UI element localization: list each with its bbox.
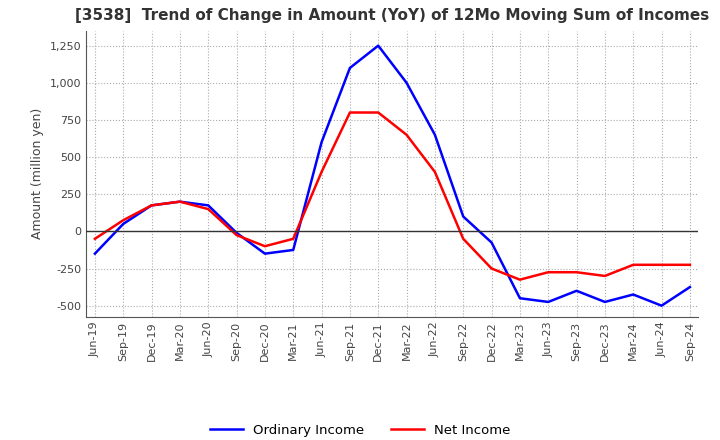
Net Income (289, 236, 297, 242)
Ordinary Income (572, 288, 581, 293)
Net Income (91, 236, 99, 242)
Ordinary Income (233, 230, 241, 235)
Net Income (516, 277, 524, 282)
Ordinary Income (204, 203, 212, 208)
Net Income (346, 110, 354, 115)
Ordinary Income (544, 299, 552, 304)
Net Income (629, 262, 637, 268)
Ordinary Income (119, 221, 127, 227)
Net Income (402, 132, 411, 137)
Ordinary Income (629, 292, 637, 297)
Net Income (685, 262, 694, 268)
Net Income (318, 169, 326, 175)
Ordinary Income (685, 284, 694, 290)
Ordinary Income (148, 203, 156, 208)
Net Income (374, 110, 382, 115)
Ordinary Income (374, 43, 382, 48)
Net Income (487, 266, 496, 271)
Net Income (204, 206, 212, 212)
Line: Net Income: Net Income (95, 113, 690, 280)
Net Income (176, 199, 184, 204)
Ordinary Income (91, 251, 99, 256)
Net Income (657, 262, 666, 268)
Legend: Ordinary Income, Net Income: Ordinary Income, Net Income (204, 418, 516, 440)
Net Income (600, 273, 609, 279)
Ordinary Income (402, 80, 411, 85)
Ordinary Income (176, 199, 184, 204)
Net Income (431, 169, 439, 175)
Net Income (148, 203, 156, 208)
Net Income (261, 244, 269, 249)
Net Income (233, 232, 241, 238)
Ordinary Income (600, 299, 609, 304)
Ordinary Income (318, 139, 326, 145)
Ordinary Income (487, 240, 496, 245)
Title: [3538]  Trend of Change in Amount (YoY) of 12Mo Moving Sum of Incomes: [3538] Trend of Change in Amount (YoY) o… (76, 7, 709, 23)
Net Income (119, 218, 127, 223)
Ordinary Income (289, 247, 297, 253)
Net Income (544, 270, 552, 275)
Ordinary Income (261, 251, 269, 256)
Y-axis label: Amount (million yen): Amount (million yen) (32, 108, 45, 239)
Ordinary Income (516, 296, 524, 301)
Ordinary Income (459, 214, 467, 219)
Ordinary Income (346, 65, 354, 70)
Net Income (459, 236, 467, 242)
Line: Ordinary Income: Ordinary Income (95, 46, 690, 306)
Ordinary Income (657, 303, 666, 308)
Net Income (572, 270, 581, 275)
Ordinary Income (431, 132, 439, 137)
